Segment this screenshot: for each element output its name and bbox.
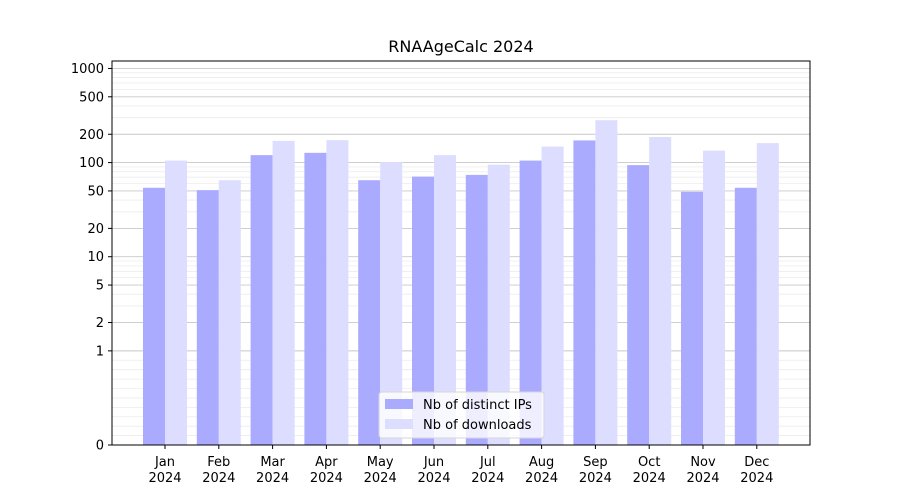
x-tick-label: Feb 2024 <box>202 455 235 486</box>
legend: Nb of distinct IPs Nb of downloads <box>378 391 545 439</box>
y-tick-label: 10 <box>87 250 104 265</box>
y-tick-label: 50 <box>87 184 104 199</box>
bar <box>434 155 456 445</box>
x-tick-label: Nov 2024 <box>686 455 719 486</box>
bar <box>573 140 596 445</box>
y-tick-label: 1 <box>96 344 104 359</box>
bar <box>272 140 295 445</box>
y-tick-label: 1000 <box>71 62 104 77</box>
y-tick-label: 2 <box>96 316 104 331</box>
x-tick-label: Jan 2024 <box>148 455 181 486</box>
x-tick-label: Sep 2024 <box>579 455 612 486</box>
bar <box>465 174 488 446</box>
x-tick-label: Aug 2024 <box>525 455 558 486</box>
y-tick-label: 5 <box>96 279 104 294</box>
x-tick-label: Oct 2024 <box>633 455 666 486</box>
bar <box>358 180 381 445</box>
bar <box>326 140 349 445</box>
bar <box>196 190 219 445</box>
bars-layer <box>143 120 779 446</box>
legend-box <box>378 391 545 439</box>
x-axis: Jan 2024 Feb 2024 Mar 2024 Apr 2024 May 2024 Jun 20… <box>148 445 773 486</box>
bar <box>541 146 564 445</box>
legend-swatch <box>385 399 413 409</box>
x-tick-label: Dec 2024 <box>740 455 773 486</box>
plot-frame <box>111 60 811 446</box>
legend-label: Nb of downloads <box>423 418 532 433</box>
bar <box>681 191 703 445</box>
bar <box>143 187 165 445</box>
bar <box>412 176 434 445</box>
legend-swatch <box>385 419 413 429</box>
bar <box>487 164 510 445</box>
bar <box>218 180 241 445</box>
bar <box>165 160 187 445</box>
bar <box>703 150 725 445</box>
chart-title: RNAAgeCalc 2024 <box>388 37 533 56</box>
bar <box>734 187 757 445</box>
x-tick-label: Jul 2024 <box>471 455 504 486</box>
x-tick-label: Jun 2024 <box>417 455 450 486</box>
bar <box>380 162 403 445</box>
bar <box>649 137 672 445</box>
y-tick-label: 200 <box>79 128 104 143</box>
bar <box>595 120 618 445</box>
bar <box>519 160 542 445</box>
x-tick-label: May 2024 <box>364 455 397 486</box>
y-tick-label: 500 <box>79 90 104 105</box>
bar <box>304 152 327 445</box>
legend-label: Nb of distinct IPs <box>423 398 532 413</box>
x-tick-label: Mar 2024 <box>256 455 289 486</box>
bar <box>627 165 650 445</box>
y-axis: 0 1 2 5 10 20 50 100 200 500 1000 <box>71 62 112 454</box>
y-tick-label: 100 <box>79 156 104 171</box>
bar <box>756 143 779 445</box>
y-tick-label: 20 <box>87 222 104 237</box>
bar <box>250 155 273 445</box>
x-tick-label: Apr 2024 <box>310 455 343 486</box>
y-tick-label: 0 <box>96 439 104 454</box>
